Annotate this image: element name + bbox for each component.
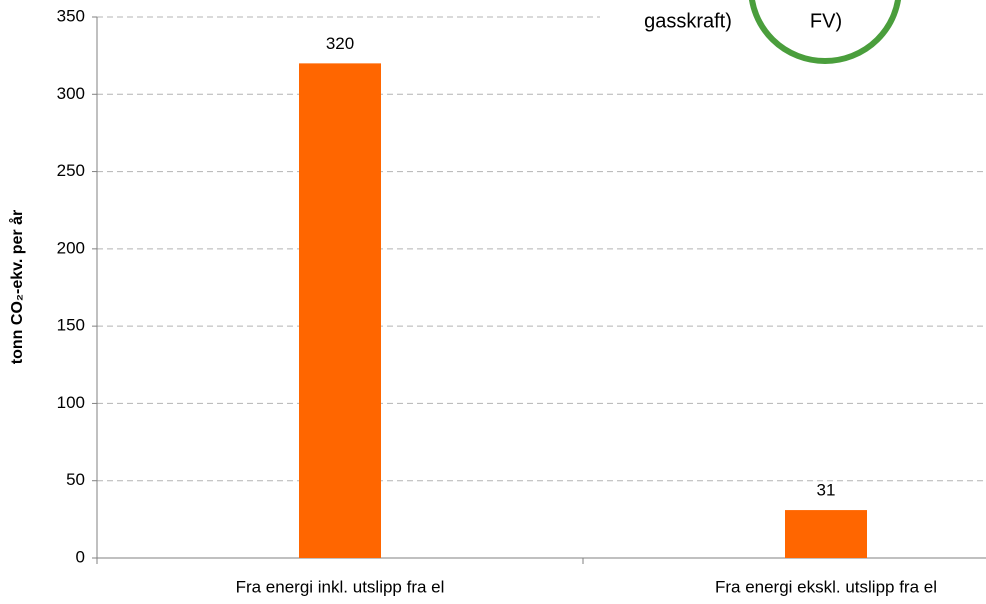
y-tick-label: 0 bbox=[76, 547, 85, 566]
annotation-bg bbox=[600, 0, 986, 40]
annotation-text: gasskraft) bbox=[644, 10, 732, 32]
y-tick-label: 250 bbox=[57, 161, 85, 180]
data-label: 320 bbox=[326, 34, 354, 53]
y-tick-label: 50 bbox=[66, 470, 85, 489]
annotation-circle bbox=[748, 0, 902, 64]
bar bbox=[785, 510, 867, 558]
y-tick-label: 100 bbox=[57, 393, 85, 412]
y-tick-label: 200 bbox=[57, 238, 85, 257]
data-label: 31 bbox=[817, 481, 836, 500]
y-tick-label: 300 bbox=[57, 84, 85, 103]
x-tick-label: Fra energi ekskl. utslipp fra el bbox=[715, 577, 937, 596]
annotation-text: FV) bbox=[810, 10, 842, 32]
bar bbox=[299, 63, 381, 558]
y-axis-label: tonn CO₂-ekv. per år bbox=[8, 210, 26, 364]
y-tick-label: 350 bbox=[57, 6, 85, 25]
y-tick-label: 150 bbox=[57, 316, 85, 335]
x-tick-label: Fra energi inkl. utslipp fra el bbox=[236, 577, 445, 596]
